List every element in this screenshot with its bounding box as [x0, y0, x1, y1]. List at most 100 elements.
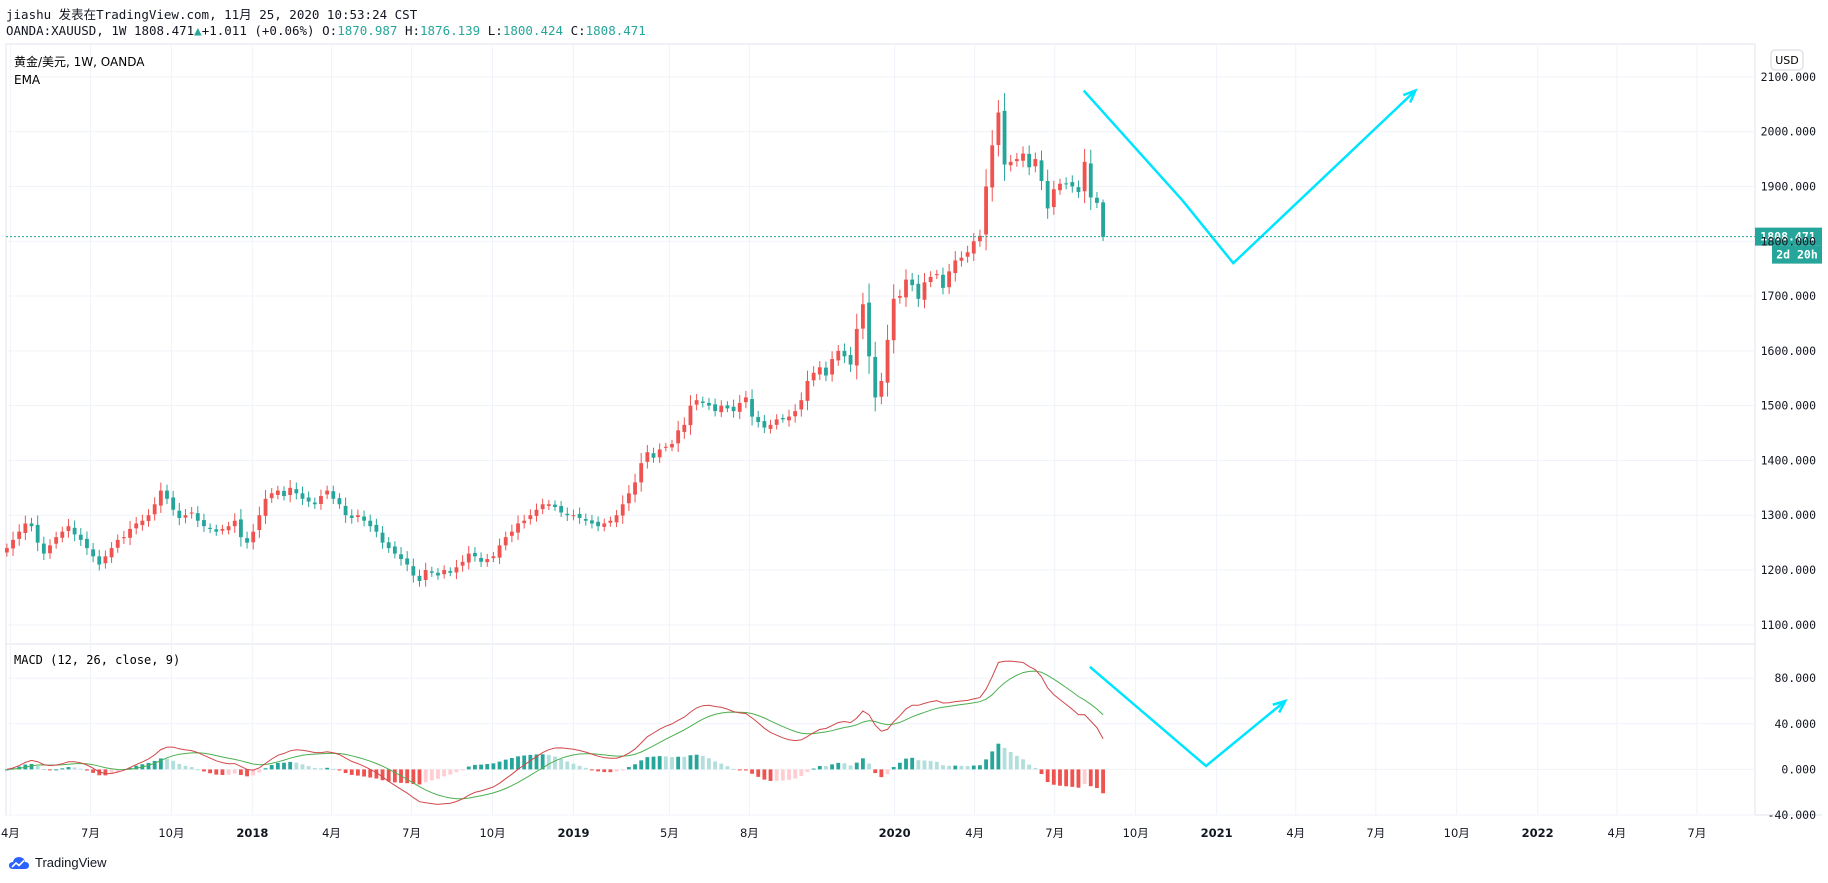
- time-tick-label: 5月: [660, 826, 679, 840]
- price-tick-label: 2000.000: [1761, 125, 1816, 139]
- time-axis-labels[interactable]: 4月 7月 10月 2018 4月 7月 10月 2019 5月 8月 2020 4月 7月 10月 202…: [1, 826, 1706, 840]
- histogram-bar: [78, 768, 83, 770]
- histogram-bar: [331, 768, 336, 770]
- candle-body: [140, 520, 145, 526]
- candle-body: [731, 406, 736, 412]
- candle-body: [337, 498, 342, 505]
- candle-body: [1070, 182, 1075, 187]
- histogram-bar: [134, 765, 139, 770]
- histogram-bar: [528, 754, 533, 770]
- candle-body: [651, 453, 656, 458]
- candle-body: [891, 298, 896, 341]
- histogram-bar: [1045, 769, 1050, 783]
- candle-body: [596, 521, 601, 527]
- histogram-bar: [719, 763, 724, 770]
- candle-body: [103, 556, 108, 564]
- time-tick-label: 7月: [1688, 826, 1707, 840]
- time-tick-label: 4月: [1286, 826, 1305, 840]
- candle-body: [1027, 153, 1032, 168]
- drawings[interactable]: [1082, 88, 1418, 768]
- candle-body: [700, 401, 705, 403]
- time-tick-label: 7月: [1366, 826, 1385, 840]
- histogram-bar: [392, 769, 397, 783]
- time-tick-label: 7月: [81, 826, 100, 840]
- candle-body: [269, 493, 274, 499]
- price-tick-label: 1200.000: [1761, 563, 1816, 577]
- histogram-bar: [442, 769, 447, 777]
- histogram-bar: [275, 762, 280, 770]
- histogram-bar: [842, 763, 847, 770]
- candle-body: [971, 241, 976, 254]
- candle-body: [922, 282, 927, 300]
- trend-line: [1082, 89, 1184, 202]
- histogram-bar: [1070, 769, 1075, 787]
- histogram-bar: [663, 756, 668, 770]
- candle-body: [257, 515, 262, 531]
- brand-label: TradingView: [35, 855, 107, 870]
- histogram-bar: [232, 769, 237, 774]
- histogram-bar: [811, 768, 816, 770]
- histogram-bar: [109, 769, 114, 775]
- price-tags: 1808.471 2d 20h: [6, 227, 1822, 264]
- candle-body: [300, 493, 305, 499]
- histogram-bar: [423, 769, 428, 783]
- histogram-bar: [245, 769, 249, 777]
- candle-body: [546, 504, 551, 506]
- histogram-bar: [325, 767, 330, 770]
- histogram-bar: [386, 769, 391, 782]
- histogram-bar: [356, 769, 360, 776]
- price-axis-labels[interactable]: 1100.000 1200.000 1300.000 1400.000 1500.000…: [1761, 70, 1816, 632]
- histogram-bar: [183, 765, 188, 770]
- candle-body: [516, 523, 520, 533]
- candle-body: [29, 523, 34, 527]
- candle-body: [639, 463, 644, 483]
- tradingview-brand[interactable]: TradingView: [8, 855, 107, 870]
- candle-body: [707, 402, 711, 406]
- histogram-bar: [817, 766, 822, 770]
- macd-tick-label: 0.000: [1781, 762, 1816, 776]
- histogram-bar: [35, 766, 40, 770]
- histogram-bar: [971, 765, 976, 770]
- histogram-bar: [473, 764, 477, 770]
- time-tick-label: 7月: [402, 826, 421, 840]
- histogram-bar: [540, 754, 545, 770]
- histogram-bar: [226, 769, 231, 775]
- histogram-bar: [750, 769, 754, 774]
- histogram-bar: [1058, 769, 1062, 786]
- histogram-bar: [731, 768, 736, 770]
- candle-body: [682, 424, 687, 432]
- legend-macd: MACD (12, 26, close, 9): [14, 653, 180, 667]
- candle-body: [990, 145, 995, 188]
- candle-body: [54, 537, 59, 544]
- open-value: 1870.987: [337, 23, 398, 38]
- candle-body: [910, 279, 915, 286]
- candle-body: [35, 524, 40, 543]
- time-tick-label: 10月: [1123, 826, 1149, 840]
- candle-body: [158, 490, 163, 506]
- histogram-bar: [479, 764, 483, 770]
- histogram-bar: [282, 762, 286, 770]
- histogram-bar: [411, 769, 416, 785]
- candle-body: [811, 372, 816, 381]
- histogram-bar: [596, 769, 601, 772]
- macd-axis-labels[interactable]: -40.000 0.000 40.000 80.000: [1768, 671, 1817, 822]
- histogram-bar: [953, 765, 958, 770]
- candle-body: [429, 571, 434, 573]
- projection-arrow-head: [1272, 698, 1288, 714]
- candle-body: [799, 400, 804, 410]
- candle-body: [719, 405, 724, 413]
- candle-body: [442, 570, 447, 575]
- candle-body: [1039, 160, 1044, 181]
- histogram-bar: [263, 768, 268, 770]
- candle-body: [830, 359, 835, 375]
- histogram-bar: [780, 769, 785, 781]
- currency-button-bg[interactable]: [1770, 49, 1804, 71]
- histogram-bar: [928, 760, 933, 770]
- candle-body: [245, 538, 249, 543]
- currency-label[interactable]: USD: [1775, 54, 1799, 67]
- histogram-bar: [1076, 769, 1081, 788]
- histogram-bar: [448, 769, 453, 775]
- candle-body: [134, 523, 139, 529]
- histogram-bar: [165, 758, 169, 770]
